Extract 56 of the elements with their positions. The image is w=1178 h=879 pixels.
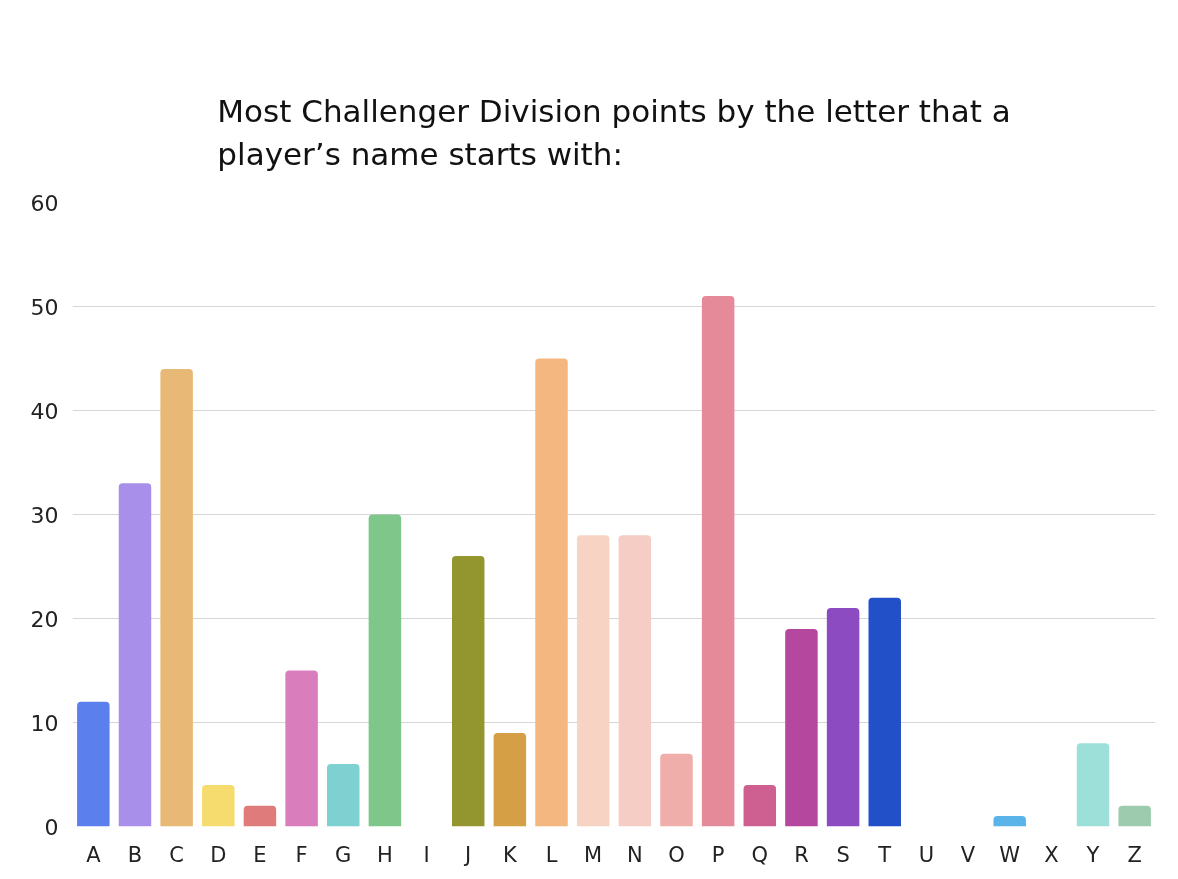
bar: [576, 535, 610, 827]
x-tick-label: V: [960, 842, 976, 867]
x-tick-label: F: [295, 842, 308, 867]
bar: [493, 732, 527, 827]
x-tick-label: T: [877, 842, 892, 867]
bar: [202, 784, 235, 827]
bar: [701, 296, 735, 827]
bar: [327, 764, 360, 827]
x-tick-label: J: [463, 842, 472, 867]
x-tick-label: Q: [751, 842, 769, 867]
x-tick-label: W: [999, 842, 1021, 867]
y-tick-label: 0: [44, 814, 59, 840]
x-tick-label: I: [423, 842, 430, 867]
x-tick-label: X: [1044, 842, 1059, 867]
x-tick-label: N: [626, 842, 643, 867]
bar: [285, 670, 318, 827]
bar: [868, 597, 901, 827]
bar: [660, 753, 693, 827]
x-tick-label: G: [335, 842, 352, 867]
y-tick-label: 20: [30, 606, 59, 632]
bar: [743, 784, 777, 827]
y-tick-label: 60: [30, 190, 59, 216]
bar: [77, 701, 110, 827]
x-tick-label: C: [169, 842, 184, 867]
x-tick-label: H: [377, 842, 393, 867]
x-tick-label: R: [794, 842, 809, 867]
x-tick-label: D: [210, 842, 227, 867]
x-tick-label: Y: [1085, 842, 1100, 867]
x-tick-label: L: [545, 842, 558, 867]
bar: [368, 514, 402, 827]
y-tick-label: 30: [30, 502, 59, 528]
bar: [160, 368, 193, 827]
y-tick-label: 50: [30, 294, 59, 320]
bar: [785, 628, 818, 827]
bar: [618, 535, 652, 827]
x-tick-label: O: [668, 842, 685, 867]
x-tick-label: U: [918, 842, 935, 867]
bar: [1118, 805, 1151, 827]
bar: [1076, 743, 1110, 827]
x-tick-label: M: [584, 842, 603, 867]
chart-title: Most Challenger Division points by the letter that a player’s name starts with:: [217, 93, 1011, 173]
bar: [993, 816, 1026, 827]
bar: [826, 608, 860, 827]
bar: [535, 358, 568, 827]
x-tick-label: S: [836, 842, 850, 867]
y-tick-label: 40: [30, 398, 59, 424]
x-tick-label: Z: [1127, 842, 1142, 867]
x-tick-label: B: [127, 842, 143, 867]
bar: [118, 483, 152, 827]
x-tick-label: K: [502, 842, 518, 867]
x-tick-label: A: [86, 842, 102, 867]
y-tick-label: 10: [30, 710, 59, 736]
bar: [451, 556, 485, 827]
bar: [243, 805, 277, 827]
x-tick-label: P: [711, 842, 725, 867]
x-tick-label: E: [253, 842, 267, 867]
